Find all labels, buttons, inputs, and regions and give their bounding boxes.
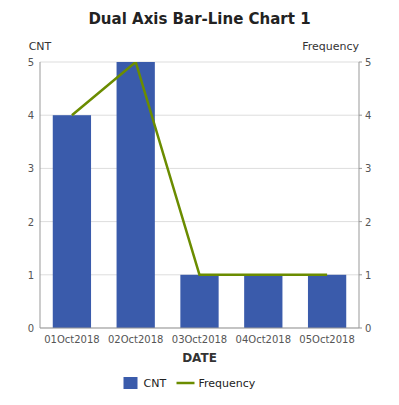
x-axis (40, 328, 359, 329)
x-axis-label: DATE (182, 351, 217, 365)
x-tick-label: 02Oct2018 (108, 334, 163, 345)
y2-tick-label: 0 (365, 323, 371, 334)
x-tick-label: 01Oct2018 (44, 334, 99, 345)
x-tick-label: 04Oct2018 (236, 334, 291, 345)
y-tick-label: 5 (28, 57, 34, 68)
bar (244, 275, 282, 328)
grid-line (40, 328, 359, 329)
y-axis-label: CNT (29, 40, 52, 53)
line (72, 62, 327, 275)
y-axis (40, 62, 41, 328)
plot-area (53, 62, 346, 328)
y-tick-label: 4 (28, 110, 34, 121)
y-tick-label: 2 (28, 217, 34, 228)
bar (180, 275, 218, 328)
bar (53, 115, 91, 328)
y-tick-label: 0 (28, 323, 34, 334)
y2-tick-label: 4 (365, 110, 371, 121)
y2-tick-label: 2 (365, 217, 371, 228)
y2-tick-label: 3 (365, 163, 371, 174)
y2-tick-label: 1 (365, 270, 371, 281)
legend-label: Frequency (199, 377, 256, 390)
y2-tick-label: 5 (365, 57, 371, 68)
y2-axis-label: Frequency (302, 40, 359, 53)
x-tick-label: 03Oct2018 (172, 334, 227, 345)
legend-swatch (124, 377, 138, 389)
legend: CNT Frequency (124, 377, 256, 390)
legend-swatch (177, 382, 195, 385)
y2-axis (359, 62, 360, 328)
bar (117, 62, 155, 328)
y-tick-label: 1 (28, 270, 34, 281)
chart: Dual Axis Bar-Line Chart 1CNTFrequency01… (0, 0, 399, 405)
title: Dual Axis Bar-Line Chart 1 (88, 10, 310, 28)
grid-line (40, 62, 359, 63)
y-tick-label: 3 (28, 163, 34, 174)
bar (308, 275, 346, 328)
x-tick-label: 05Oct2018 (299, 334, 354, 345)
legend-label: CNT (144, 377, 167, 390)
